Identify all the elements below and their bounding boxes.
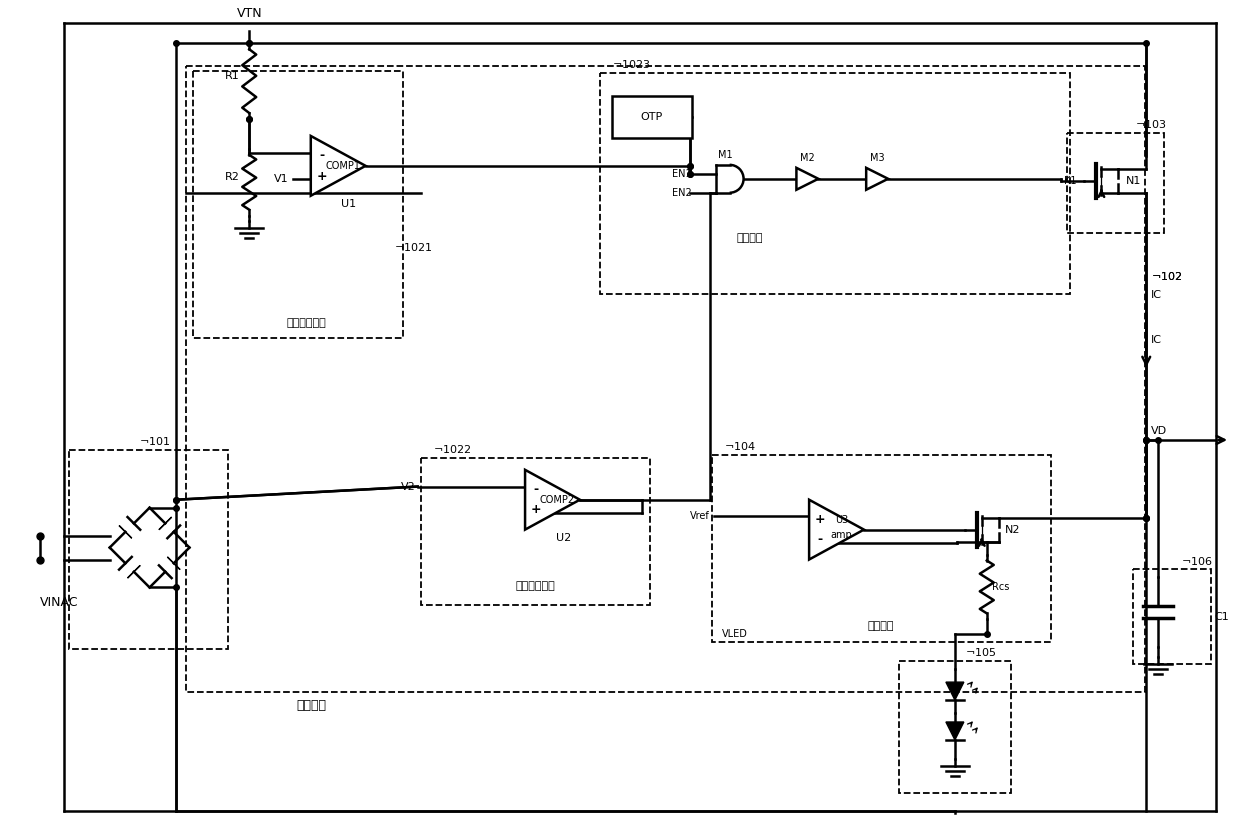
Bar [1066, 133, 1164, 233]
Text: $\neg$102: $\neg$102 [1151, 271, 1183, 282]
Polygon shape [128, 565, 140, 578]
Text: +: + [815, 513, 826, 526]
Text: $\neg$103: $\neg$103 [1135, 118, 1166, 130]
Text: $\neg$101: $\neg$101 [139, 435, 170, 447]
Bar [899, 661, 1011, 792]
Bar [69, 450, 228, 650]
Text: Vref: Vref [689, 512, 709, 522]
Text: $\neg$105: $\neg$105 [965, 646, 996, 658]
Polygon shape [867, 168, 888, 190]
Text: U1: U1 [341, 199, 356, 209]
Bar [193, 71, 403, 338]
Text: COMP2: COMP2 [539, 494, 575, 504]
Polygon shape [311, 136, 366, 195]
Text: R2: R2 [224, 172, 239, 182]
Text: Rcs: Rcs [992, 582, 1009, 592]
Polygon shape [167, 557, 180, 569]
Text: +: + [316, 170, 327, 183]
Text: $\neg$1022: $\neg$1022 [433, 443, 471, 455]
Text: 第二比较单元: 第二比较单元 [516, 581, 556, 591]
Text: 控制电路: 控制电路 [296, 699, 326, 712]
Text: COMP1: COMP1 [325, 161, 361, 171]
Text: M3: M3 [869, 153, 884, 163]
Text: VINAC: VINAC [40, 596, 78, 609]
Text: 控制单元: 控制单元 [737, 233, 763, 243]
Text: -: - [817, 534, 822, 546]
Text: C1: C1 [1214, 612, 1229, 622]
Text: 驱动电路: 驱动电路 [868, 621, 894, 631]
Polygon shape [159, 517, 171, 529]
Text: OTP: OTP [641, 112, 663, 122]
Text: -: - [533, 483, 538, 496]
Text: EN1: EN1 [672, 169, 692, 179]
Text: $\neg$104: $\neg$104 [724, 440, 755, 452]
Polygon shape [810, 499, 864, 559]
Polygon shape [119, 525, 131, 539]
Bar [186, 66, 1146, 692]
Text: VD: VD [1151, 426, 1167, 436]
Text: $\neg$106: $\neg$106 [1182, 554, 1213, 566]
Polygon shape [796, 168, 818, 190]
Text: M1: M1 [718, 149, 733, 159]
Text: +: + [531, 504, 542, 516]
Polygon shape [525, 470, 580, 529]
Text: N1: N1 [1126, 176, 1142, 186]
Polygon shape [946, 682, 963, 700]
Text: EN2: EN2 [672, 188, 692, 198]
Text: N2: N2 [1004, 524, 1021, 534]
Text: VTN: VTN [237, 8, 262, 20]
Polygon shape [946, 722, 963, 740]
Text: U2: U2 [556, 533, 570, 543]
Text: V1: V1 [274, 174, 289, 184]
Text: $\neg$102: $\neg$102 [1151, 271, 1183, 282]
Text: $\neg$1023: $\neg$1023 [613, 58, 651, 70]
Text: -: - [319, 149, 325, 162]
Bar [420, 458, 650, 605]
Bar [1133, 569, 1211, 664]
Bar [613, 96, 692, 138]
Text: IC: IC [1151, 291, 1162, 301]
Text: K1: K1 [1064, 176, 1076, 186]
Bar [600, 73, 1070, 295]
Text: amp: amp [831, 529, 852, 539]
Text: V2: V2 [401, 482, 415, 492]
Text: M2: M2 [800, 153, 815, 163]
Bar [712, 455, 1050, 642]
Text: IC: IC [1151, 336, 1162, 345]
Text: R1: R1 [224, 71, 239, 81]
Text: 第一比较单元: 第一比较单元 [286, 318, 326, 328]
Text: $\neg$1021: $\neg$1021 [394, 240, 433, 253]
Text: VLED: VLED [722, 630, 748, 640]
Text: U3: U3 [835, 514, 848, 524]
